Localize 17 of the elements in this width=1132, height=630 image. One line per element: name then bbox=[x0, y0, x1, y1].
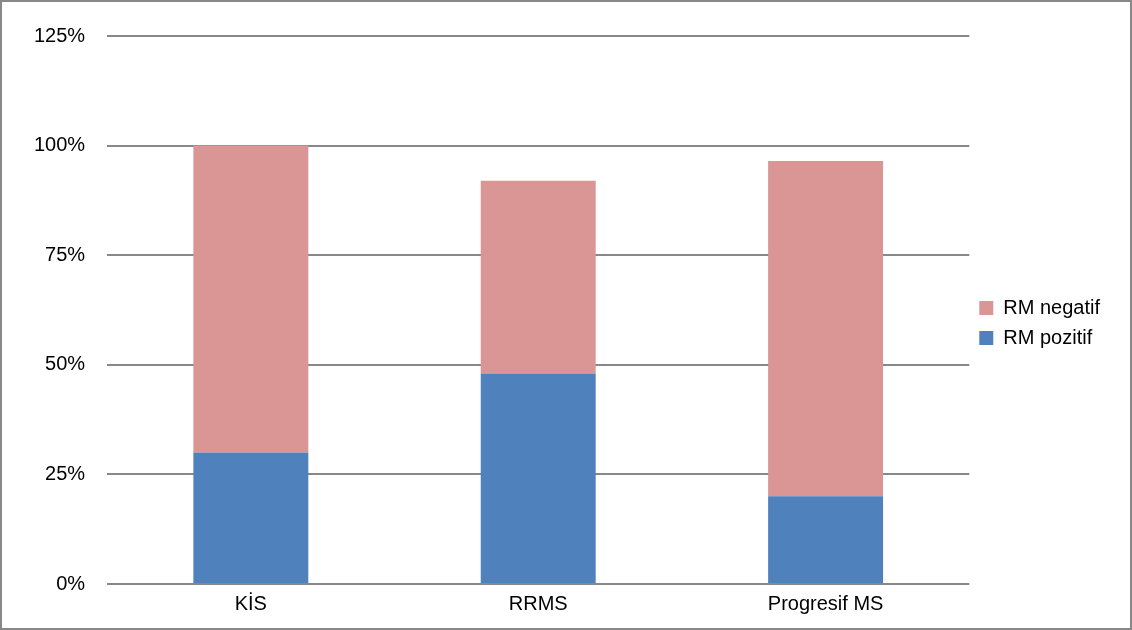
y-tick-label: 100% bbox=[34, 133, 86, 156]
legend-label: RM pozitif bbox=[1003, 325, 1093, 348]
y-tick-label: 0% bbox=[56, 571, 86, 594]
bar bbox=[480, 180, 596, 374]
bar bbox=[193, 452, 309, 583]
bar bbox=[193, 145, 309, 453]
legend-label: RM negatif bbox=[1003, 295, 1101, 318]
x-tick-label: RRMS bbox=[508, 591, 568, 614]
y-tick-label: 75% bbox=[45, 242, 86, 265]
y-tick-label: 50% bbox=[45, 352, 86, 375]
bar bbox=[768, 496, 884, 583]
y-tick-label: 125% bbox=[34, 23, 86, 46]
y-tick-label: 25% bbox=[45, 461, 86, 484]
x-tick-label: Progresif MS bbox=[767, 591, 884, 614]
x-tick-label: KİS bbox=[234, 591, 267, 614]
bar bbox=[480, 373, 596, 583]
bar bbox=[768, 160, 884, 497]
